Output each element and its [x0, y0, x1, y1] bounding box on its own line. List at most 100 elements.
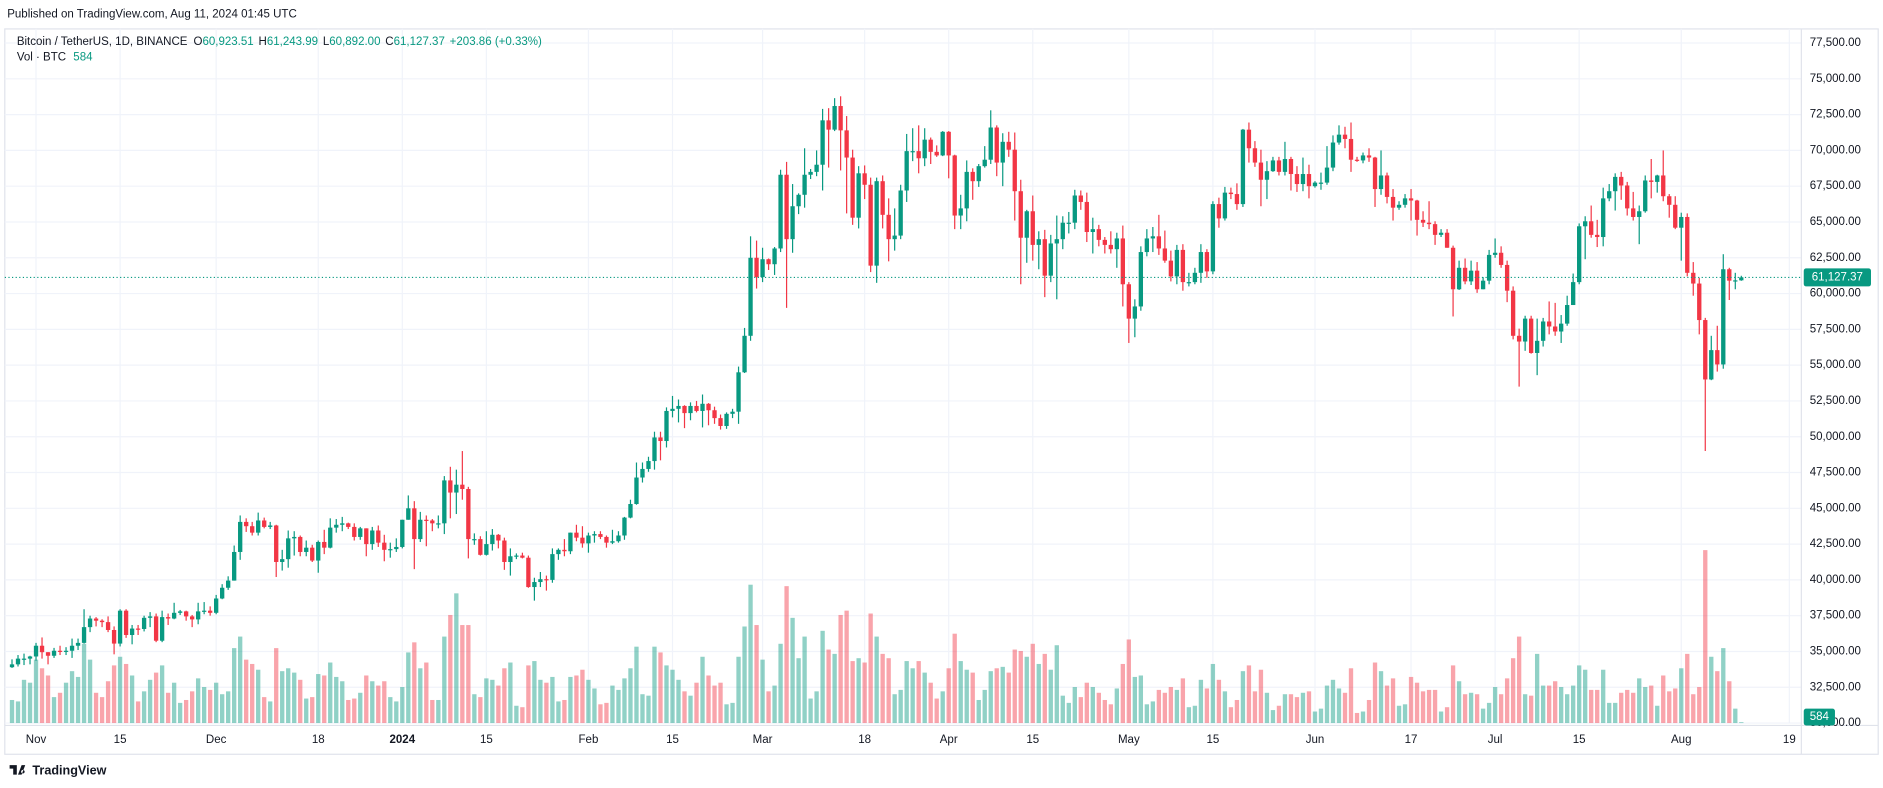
- candle-body: [658, 437, 663, 442]
- candle-body: [1607, 191, 1612, 199]
- candle-body: [1120, 238, 1125, 285]
- volume-bar: [57, 692, 63, 724]
- x-tick-label: 18: [312, 734, 325, 746]
- candle-body: [1715, 350, 1720, 365]
- candle-body: [646, 461, 651, 469]
- candle-body: [880, 181, 885, 215]
- volume-bar: [430, 699, 435, 724]
- candle-body: [922, 139, 927, 159]
- candle-body: [21, 658, 27, 660]
- candle-body: [664, 410, 669, 442]
- volume-bar: [1294, 697, 1300, 724]
- candle-body: [1589, 221, 1594, 235]
- candle-body: [514, 555, 519, 557]
- candle-body: [940, 131, 945, 156]
- volume-bar: [1522, 694, 1528, 724]
- candle-body: [274, 525, 279, 562]
- volume-bars: [9, 550, 1744, 724]
- candle-body: [628, 504, 633, 518]
- candle-body: [1703, 320, 1708, 380]
- volume-bar: [838, 614, 843, 724]
- volume-bar: [706, 675, 711, 724]
- x-tick-label: Apr: [940, 734, 958, 746]
- x-tick-label: Mar: [753, 734, 773, 746]
- volume-bar: [1036, 663, 1041, 724]
- candle-body: [988, 127, 993, 160]
- candle-body: [244, 521, 249, 527]
- candle-body: [1084, 201, 1089, 233]
- candle-body: [976, 166, 981, 182]
- volume-bar: [147, 679, 153, 724]
- candle-body: [580, 537, 585, 544]
- candle-body: [994, 127, 999, 163]
- volume-bar: [658, 652, 663, 724]
- volume-bar: [1390, 678, 1396, 724]
- candle-body: [1486, 254, 1492, 281]
- volume-bar: [370, 681, 375, 724]
- volume-bar: [1534, 653, 1540, 724]
- candle-body: [1282, 158, 1288, 172]
- volume-bar: [123, 663, 129, 724]
- volume-bar: [628, 668, 633, 724]
- x-tick-label: 2024: [389, 734, 415, 746]
- candle-body: [1108, 244, 1113, 250]
- volume-bar: [598, 704, 603, 724]
- volume-bar: [862, 662, 867, 724]
- volume-bar: [87, 659, 93, 724]
- volume-bar: [766, 691, 771, 724]
- candle-body: [460, 484, 465, 489]
- volume-bar: [1468, 692, 1474, 724]
- x-tick-label: 15: [1206, 734, 1219, 746]
- candle-body: [1210, 204, 1216, 272]
- volume-bar: [1474, 694, 1480, 724]
- y-tick-label: 45,000.00: [1810, 502, 1861, 514]
- candle-body: [1583, 221, 1588, 227]
- volume-bar: [105, 681, 111, 724]
- volume-bar: [1408, 676, 1414, 724]
- candle-body: [1444, 232, 1450, 248]
- candle-body: [850, 157, 855, 218]
- y-tick-label: 42,500.00: [1810, 538, 1861, 550]
- volume-bar: [1078, 697, 1083, 724]
- candle-body: [1378, 175, 1384, 190]
- candle-body: [1300, 174, 1306, 185]
- volume-bar: [1438, 711, 1444, 724]
- volume-bar: [117, 656, 123, 724]
- candle-body: [868, 184, 873, 266]
- volume-bar: [1589, 689, 1594, 724]
- candle-body: [568, 532, 573, 552]
- candle-body: [87, 618, 93, 628]
- volume-bar: [1619, 692, 1624, 724]
- volume-bar: [1607, 702, 1612, 724]
- candle-body: [1090, 229, 1095, 233]
- candle-body: [436, 523, 441, 525]
- volume-bar: [1024, 656, 1029, 724]
- volume-bar: [616, 689, 621, 724]
- logo-mark: [9, 765, 26, 775]
- volume-bar: [538, 679, 543, 724]
- volume-bar: [772, 685, 777, 724]
- candle-body: [1468, 270, 1474, 282]
- volume-bar: [478, 697, 483, 724]
- candle-body: [862, 173, 867, 185]
- volume-bar: [1697, 687, 1702, 724]
- volume-bar: [508, 662, 513, 724]
- candle-body: [958, 208, 963, 216]
- candle-body: [1132, 306, 1138, 319]
- symbol-title: Bitcoin / TetherUS, 1D, BINANCE: [17, 36, 188, 48]
- candle-body: [1036, 239, 1041, 245]
- volume-bar: [1655, 705, 1660, 724]
- y-tick-label: 67,500.00: [1810, 180, 1861, 192]
- volume-bar: [892, 694, 897, 724]
- volume-last: 584: [73, 52, 93, 64]
- volume-bar: [1516, 636, 1522, 724]
- candle-body: [652, 437, 657, 462]
- legend-key: L: [323, 36, 330, 48]
- volume-bar: [1540, 685, 1546, 724]
- volume-bar: [526, 665, 531, 724]
- candle-body: [394, 546, 399, 550]
- volume-bar: [610, 685, 615, 724]
- volume-bar: [1048, 669, 1053, 724]
- candle-body: [412, 508, 417, 540]
- y-tick-label: 62,500.00: [1810, 252, 1861, 264]
